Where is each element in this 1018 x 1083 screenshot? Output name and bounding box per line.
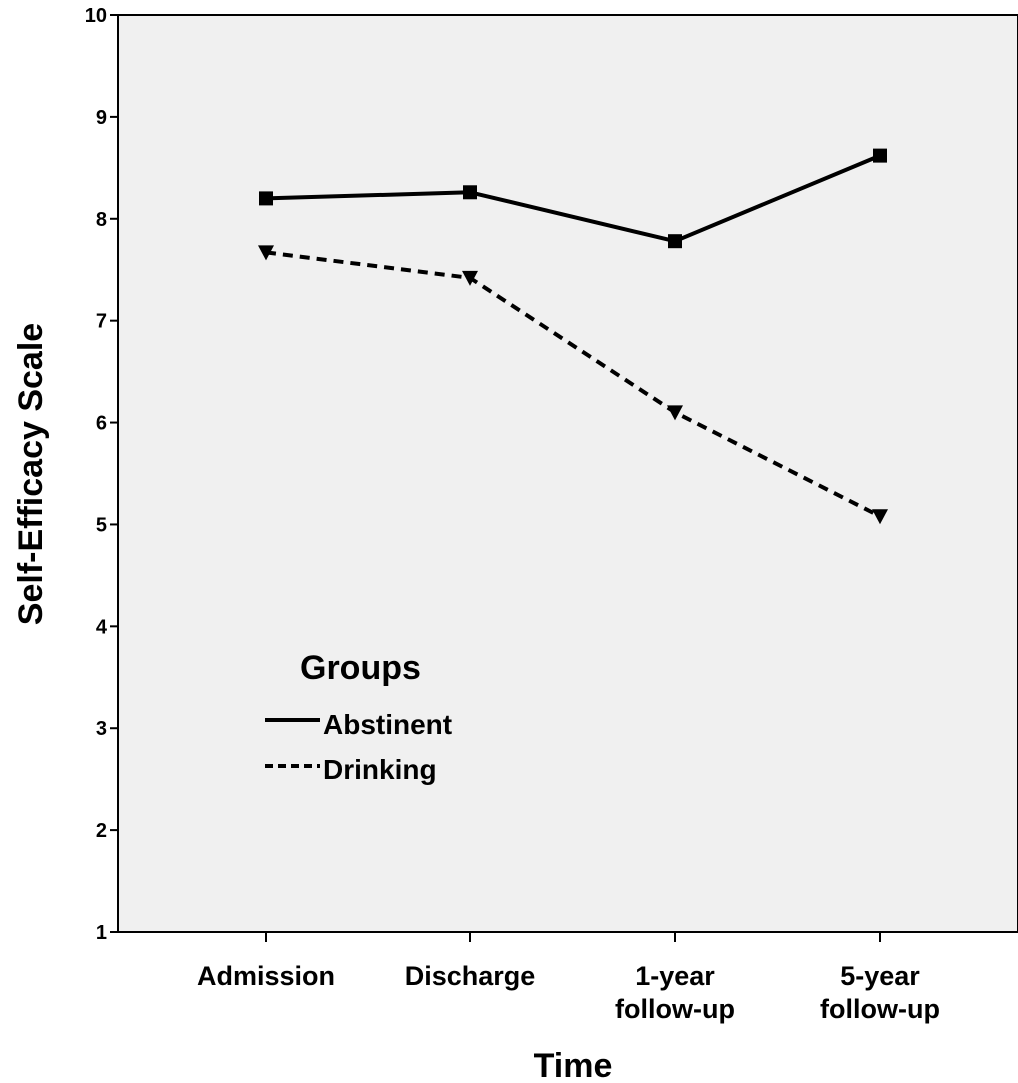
data-point-abstinent: [259, 191, 273, 206]
legend: Groups Abstinent Drinking: [265, 649, 452, 785]
data-point-abstinent: [873, 148, 887, 163]
x-tick-label-line: 1-year: [635, 961, 715, 991]
data-point-abstinent: [668, 234, 682, 249]
x-tick-label: 5-year follow-up: [820, 961, 940, 1024]
y-tick-label: 1: [96, 922, 107, 944]
y-tick-label: 10: [85, 5, 107, 27]
x-axis-title: Time: [534, 1047, 613, 1083]
y-tick-label: 5: [96, 514, 107, 536]
x-tick-label: Discharge: [405, 961, 536, 991]
series-line-drinking: [265, 250, 881, 519]
data-point-drinking: [258, 245, 274, 261]
legend-label-drinking: Drinking: [323, 754, 437, 785]
y-tick-label: 3: [96, 718, 107, 740]
y-tick-label: 6: [96, 413, 107, 435]
y-axis: 1 2 3 4 5 6 7 8 9 10: [85, 5, 118, 944]
plot-area: [117, 14, 1018, 933]
data-point-drinking: [462, 270, 478, 286]
x-tick-label-line: follow-up: [820, 994, 940, 1024]
y-tick-label: 9: [96, 107, 107, 129]
data-point-drinking: [667, 405, 683, 421]
y-tick-label: 2: [96, 820, 107, 842]
y-tick-label: 4: [96, 616, 108, 638]
data-point-drinking: [872, 509, 888, 525]
x-tick-label-line: Discharge: [405, 961, 536, 991]
y-axis-title: Self-Efficacy Scale: [12, 323, 50, 625]
x-tick-label-line: follow-up: [615, 994, 735, 1024]
x-tick-label: 1-year follow-up: [615, 961, 735, 1024]
y-tick-label: 7: [96, 311, 107, 333]
x-axis: Admission Discharge 1-year follow-up5-year f…: [197, 932, 940, 1024]
series-line-abstinent: [265, 153, 881, 244]
legend-title: Groups: [300, 649, 421, 687]
x-tick-label-line: Admission: [197, 961, 335, 991]
x-tick-label: Admission: [197, 961, 335, 991]
y-tick-label: 8: [96, 209, 107, 231]
legend-label-abstinent: Abstinent: [323, 709, 452, 740]
data-point-abstinent: [463, 185, 477, 200]
x-tick-label-line: 5-year: [840, 961, 920, 991]
series-layer: [258, 148, 888, 525]
